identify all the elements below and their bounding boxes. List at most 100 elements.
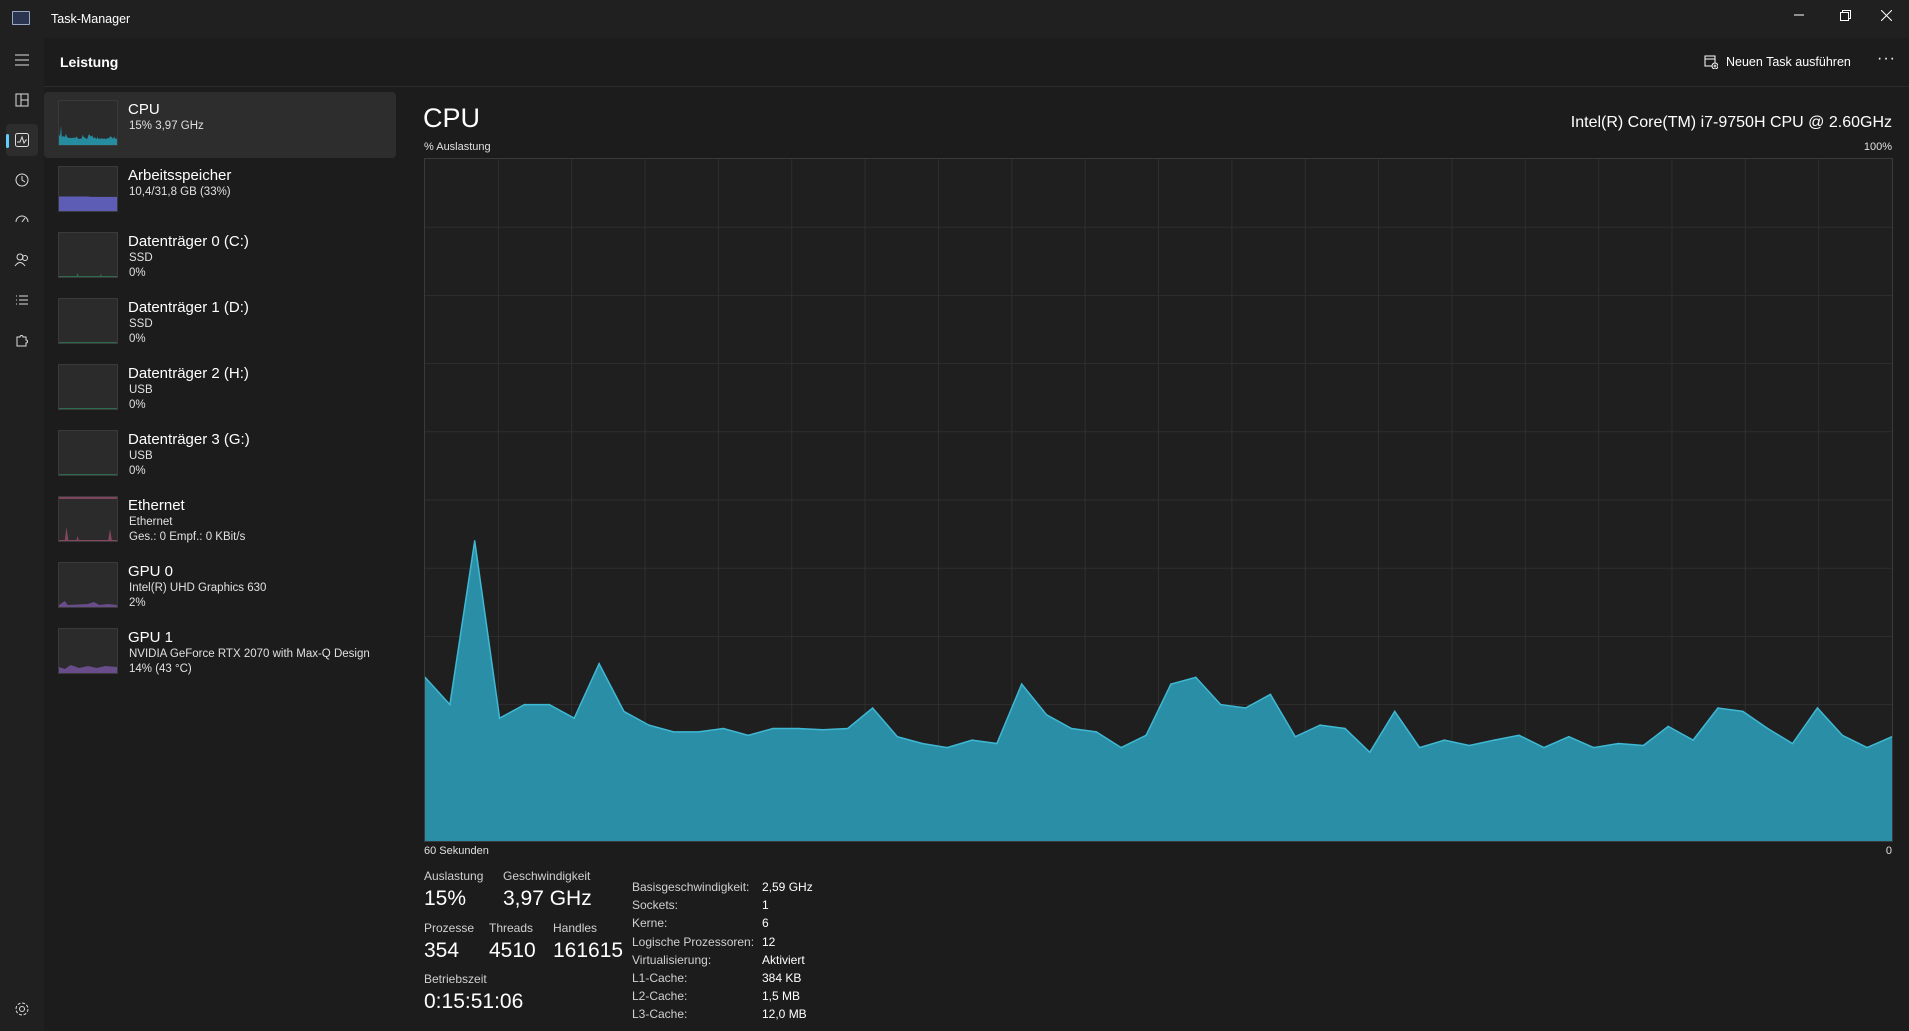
sidebar-item-title: Datenträger 1 (D:) <box>128 299 249 316</box>
sidebar-item-cpu[interactable]: CPU 15% 3,97 GHz <box>44 92 396 158</box>
thumbnail-svg <box>59 342 117 343</box>
detail-value: 1,5 MB <box>762 989 801 1004</box>
detail-label: L1-Cache: <box>632 971 688 985</box>
thumbnail-area <box>59 196 117 211</box>
auslastung-value: 15% <box>424 887 467 910</box>
sidebar-item-ethernet[interactable]: Ethernet Ethernet Ges.: 0 Empf.: 0 KBit/s <box>44 488 396 554</box>
hamburger-icon <box>15 54 29 66</box>
title-bar: Task-Manager <box>0 0 1909 38</box>
sidebar-item-value: 0% <box>129 333 146 345</box>
active-indicator <box>6 134 9 148</box>
prozesse-label: Prozesse <box>424 921 475 935</box>
sidebar-item-datentr-ger-0-c[interactable]: Datenträger 0 (C:) SSD 0% <box>44 224 396 290</box>
detail-value: 384 KB <box>762 971 802 985</box>
cpu-usage-point <box>498 717 501 719</box>
detail-value: 6 <box>762 916 769 931</box>
sidebar-item-gpu-1[interactable]: GPU 1 NVIDIA GeForce RTX 2070 with Max-Q … <box>44 620 396 686</box>
cpu-usage-chart-svg <box>424 159 1893 841</box>
detail-label: L3-Cache: <box>632 1007 688 1022</box>
sidebar-item-datentr-ger-3-g[interactable]: Datenträger 3 (G:) USB 0% <box>44 422 396 488</box>
nav-processes[interactable] <box>6 84 38 116</box>
cpu-usage-point <box>1766 727 1769 730</box>
sidebar-item-thumbnail-graph <box>58 364 118 410</box>
cpu-usage-point <box>996 742 998 745</box>
cpu-usage-point <box>822 729 824 731</box>
cpu-usage-point <box>1841 734 1844 737</box>
detail-label: Basisgeschwindigkeit: <box>632 880 750 894</box>
detail-label: Logische Prozessoren: <box>632 934 755 949</box>
cpu-usage-point <box>1617 742 1620 745</box>
thumbnail-area <box>59 601 117 607</box>
performance-icon <box>15 133 29 147</box>
history-icon <box>15 173 29 187</box>
nav-settings[interactable] <box>6 993 38 1025</box>
run-task-icon <box>1704 55 1718 69</box>
sidebar-item-title: Datenträger 3 (G:) <box>128 431 250 448</box>
cpu-usage-point <box>971 739 973 741</box>
cpu-usage-point <box>1095 731 1098 733</box>
sidebar-item-thumbnail-graph <box>58 166 118 212</box>
restore-button[interactable] <box>1822 0 1868 30</box>
thumbnail-svg <box>59 273 117 277</box>
sidebar-item-thumbnail-graph <box>58 232 118 278</box>
sidebar-item-gpu-0[interactable]: GPU 0 Intel(R) UHD Graphics 630 2% <box>44 554 396 620</box>
sidebar-item-title: Datenträger 2 (H:) <box>128 365 249 382</box>
cpu-usage-point <box>1294 735 1297 738</box>
close-button[interactable] <box>1863 0 1909 30</box>
threads-label: Threads <box>489 921 534 935</box>
cpu-usage-point <box>1493 739 1495 741</box>
run-new-task-button[interactable]: Neuen Task ausführen <box>1704 49 1851 75</box>
nav-performance[interactable] <box>6 124 38 156</box>
x-axis-right-label: 0 <box>1885 845 1892 857</box>
cpu-usage-point <box>1219 703 1222 706</box>
minimize-button[interactable] <box>1776 0 1822 30</box>
sidebar-item-value: Ges.: 0 Empf.: 0 KBit/s <box>129 531 246 543</box>
processes-icon <box>15 93 29 107</box>
cpu-usage-point <box>1518 734 1520 737</box>
cpu-usage-point <box>846 727 849 730</box>
sidebar-item-arbeitsspeicher[interactable]: Arbeitsspeicher 10,4/31,8 GB (33%) <box>44 158 396 224</box>
details-list-icon <box>16 295 28 305</box>
startup-icon <box>15 215 29 223</box>
more-options-button[interactable]: ··· <box>1877 50 1896 67</box>
cpu-usage-point <box>1145 734 1147 737</box>
cpu-usage-graph <box>424 158 1893 842</box>
cpu-usage-point <box>1369 751 1371 754</box>
thumbnail-svg <box>59 601 117 607</box>
x-axis-left-label: 60 Sekunden <box>424 845 489 857</box>
nav-app-history[interactable] <box>6 164 38 196</box>
cpu-usage-point <box>697 731 700 733</box>
handles-label: Handles <box>553 921 598 935</box>
task-manager-app-icon <box>12 11 30 25</box>
thumbnail-area <box>59 665 117 673</box>
cpu-usage-point <box>548 703 551 706</box>
cpu-usage-point <box>1543 746 1545 749</box>
cpu-usage-point <box>1642 744 1645 747</box>
hamburger-menu-button[interactable] <box>6 44 38 76</box>
thumbnail-svg <box>59 474 117 475</box>
nav-users[interactable] <box>6 244 38 276</box>
nav-services[interactable] <box>6 324 38 356</box>
sidebar-item-datentr-ger-2-h[interactable]: Datenträger 2 (H:) USB 0% <box>44 356 396 422</box>
cpu-model-name: Intel(R) Core(TM) i7-9750H CPU @ 2.60GHz <box>1570 114 1892 131</box>
sidebar-item-value: 14% (43 °C) <box>129 663 192 675</box>
sidebar-item-thumbnail-graph <box>58 496 118 542</box>
nav-details[interactable] <box>6 284 38 316</box>
sidebar-item-datentr-ger-1-d[interactable]: Datenträger 1 (D:) SSD 0% <box>44 290 396 356</box>
sidebar-item-value: 0% <box>129 465 146 477</box>
sidebar-item-title: Arbeitsspeicher <box>128 167 232 184</box>
cpu-usage-point <box>1667 725 1669 728</box>
cpu-usage-point <box>1269 693 1272 696</box>
cpu-usage-point <box>1393 710 1396 713</box>
close-icon <box>1880 9 1892 21</box>
y-axis-label: % Auslastung <box>424 141 491 153</box>
detail-value: 12,0 MB <box>762 1007 807 1022</box>
cpu-usage-point <box>1791 742 1794 745</box>
prozesse-value: 354 <box>424 939 460 962</box>
sidebar-item-subtitle: Intel(R) UHD Graphics 630 <box>129 582 267 594</box>
cpu-usage-point <box>1816 707 1819 709</box>
sidebar-item-thumbnail-graph <box>58 430 118 476</box>
cpu-usage-point <box>747 734 749 737</box>
nav-startup-apps[interactable] <box>6 204 38 236</box>
cpu-usage-point <box>648 724 650 726</box>
